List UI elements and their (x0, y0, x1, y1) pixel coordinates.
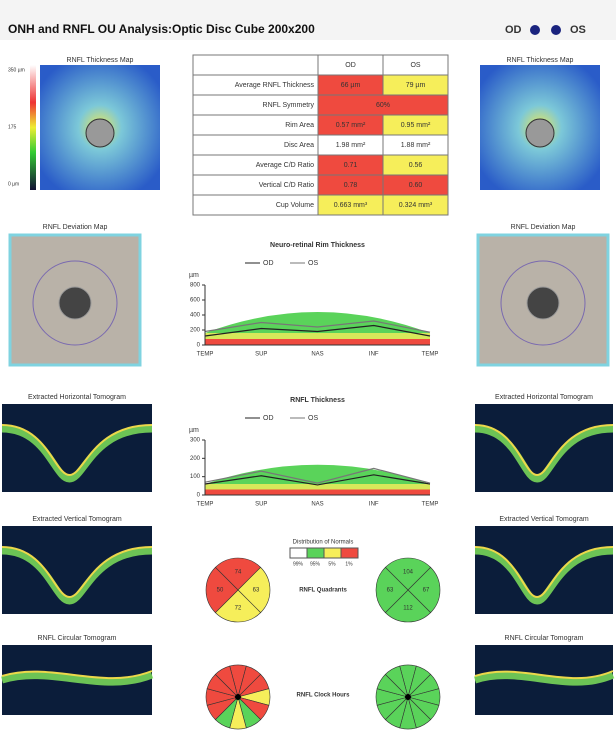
y-unit: µm (189, 272, 199, 279)
table-value: 0.56 (409, 162, 423, 169)
x-tick-label: TEMP (422, 352, 439, 358)
table-value: 0.324 mm³ (399, 202, 433, 209)
optic-disc (526, 119, 554, 147)
quadrant-title: RNFL Quadrants (299, 588, 347, 594)
table-value: 0.95 mm² (401, 122, 431, 129)
map-label: RNFL Thickness Map (67, 57, 134, 64)
scale-label: 0 µm (8, 181, 19, 187)
y-tick-label: 800 (190, 283, 201, 289)
tomogram-label: Extracted Vertical Tomogram (32, 516, 122, 523)
x-tick-label: TEMP (422, 502, 439, 508)
quadrant-value: 74 (235, 570, 242, 576)
legend-swatch (324, 548, 341, 558)
x-tick-label: TEMP (197, 502, 214, 508)
row-label: Cup Volume (276, 202, 314, 209)
table-value: 0.60 (409, 182, 423, 189)
chart-title: RNFL Thickness (290, 397, 345, 404)
x-tick-label: INF (369, 352, 379, 358)
y-tick-label: 0 (197, 493, 201, 499)
table-header: OS (410, 62, 420, 69)
quadrant-value: 67 (423, 588, 430, 594)
legend-title: Distribution of Normals (293, 540, 354, 546)
table-value: 66 µm (341, 82, 361, 89)
table-header: OD (345, 62, 356, 69)
table-value: 0.71 (344, 162, 358, 169)
od-label: OD (505, 24, 522, 36)
scale-label: 350 µm (8, 67, 25, 73)
map-label: RNFL Deviation Map (511, 224, 576, 231)
y-tick-label: 300 (190, 438, 201, 444)
y-tick-label: 100 (190, 474, 201, 480)
y-tick-label: 200 (190, 328, 201, 334)
y-tick-label: 400 (190, 313, 201, 319)
legend-label: 99% (293, 561, 304, 567)
legend-swatch (341, 548, 358, 558)
row-label: Rim Area (285, 122, 314, 129)
od-dot (530, 25, 540, 35)
quadrant-value: 63 (387, 588, 394, 594)
x-tick-label: INF (369, 502, 379, 508)
y-tick-label: 200 (190, 456, 201, 462)
tomogram-label: Extracted Horizontal Tomogram (28, 394, 126, 401)
legend-label: 5% (328, 561, 336, 567)
tomogram-label: Extracted Horizontal Tomogram (495, 394, 593, 401)
title: ONH and RNFL OU Analysis:Optic Disc Cube… (8, 22, 315, 36)
color-scale (30, 65, 36, 190)
legend-label: 95% (310, 561, 321, 567)
scale-label: 175 (8, 124, 17, 130)
row-label: Average C/D Ratio (256, 162, 314, 169)
quadrant-value: 104 (403, 570, 414, 576)
x-tick-label: NAS (311, 502, 323, 508)
table-value: 60% (376, 102, 390, 109)
map-label: RNFL Thickness Map (507, 57, 574, 64)
outside-band (205, 339, 430, 345)
row-label: Disc Area (284, 142, 314, 149)
table-cell (193, 55, 318, 75)
x-tick-label: TEMP (197, 352, 214, 358)
quadrant-value: 72 (235, 606, 242, 612)
tomogram-label: Extracted Vertical Tomogram (499, 516, 589, 523)
optic-disc (86, 119, 114, 147)
legend-swatch (290, 548, 307, 558)
table-value: 79 µm (406, 82, 426, 89)
row-label: Average RNFL Thickness (235, 82, 315, 89)
quadrant-value: 112 (403, 606, 413, 612)
clock-title: RNFL Clock Hours (297, 693, 351, 699)
x-tick-label: SUP (255, 502, 267, 508)
quadrant-value: 63 (253, 588, 260, 594)
report: ONH and RNFL OU Analysis:Optic Disc Cube… (0, 0, 616, 749)
map-label: RNFL Deviation Map (43, 224, 108, 231)
os-label: OS (570, 24, 586, 36)
optic-disc (59, 287, 91, 319)
x-tick-label: SUP (255, 352, 267, 358)
x-tick-label: NAS (311, 352, 323, 358)
legend-label: OS (308, 260, 318, 267)
table-value: 0.78 (344, 182, 358, 189)
row-label: Vertical C/D Ratio (259, 182, 314, 189)
clock-center (405, 694, 411, 700)
chart-title: Neuro-retinal Rim Thickness (270, 242, 365, 249)
legend-label: OS (308, 415, 318, 422)
legend-swatch (307, 548, 324, 558)
os-dot (551, 25, 561, 35)
legend-label: OD (263, 415, 274, 422)
y-unit: µm (189, 427, 199, 434)
row-label: RNFL Symmetry (263, 102, 315, 109)
table-value: 1.88 mm² (401, 142, 431, 149)
table-value: 0.663 mm³ (334, 202, 368, 209)
clock-center (235, 694, 241, 700)
tomogram-label: RNFL Circular Tomogram (38, 635, 117, 642)
y-tick-label: 600 (190, 298, 201, 304)
table-value: 0.57 mm² (336, 122, 366, 129)
y-tick-label: 0 (197, 343, 201, 349)
optic-disc (527, 287, 559, 319)
legend-label: OD (263, 260, 274, 267)
quadrant-value: 50 (217, 588, 224, 594)
legend-label: 1% (345, 561, 353, 567)
table-value: 1.98 mm² (336, 142, 366, 149)
tomogram-label: RNFL Circular Tomogram (505, 635, 584, 642)
outside-band (205, 490, 430, 496)
